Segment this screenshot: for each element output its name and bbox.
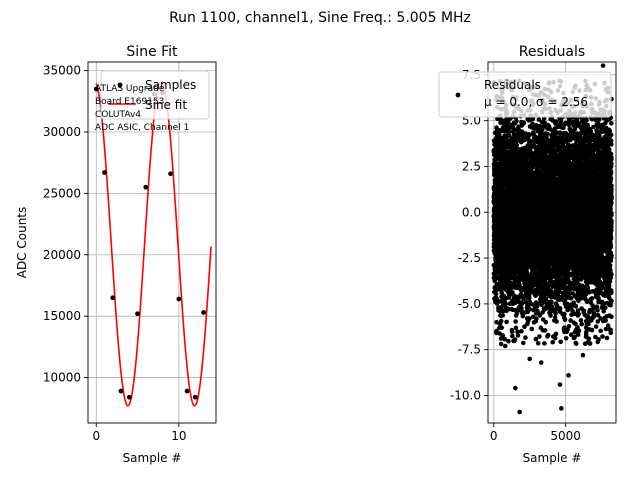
plot-area	[491, 63, 614, 415]
residual-point	[513, 319, 518, 324]
sample-point	[184, 388, 190, 394]
residual-point	[494, 319, 499, 325]
y-axis-label: ADC Counts	[15, 207, 29, 279]
x-tick-label: 0	[92, 429, 100, 443]
residual-point	[498, 341, 504, 347]
residual-point	[499, 325, 505, 331]
residual-point	[553, 331, 559, 337]
sample-point	[93, 86, 99, 92]
residual-point	[519, 328, 524, 334]
sample-point	[135, 311, 140, 317]
y-tick-label: 15000	[43, 309, 81, 323]
residual-point	[553, 311, 558, 316]
sample-point	[118, 388, 124, 394]
residual-point	[545, 332, 551, 338]
axes-frame	[87, 61, 217, 424]
annotation-box: ATLAS Upgrade Board E169153 COLUTAv4 ADC AS…	[95, 84, 189, 133]
legend-label-samples: Samples	[145, 78, 196, 92]
residual-point	[493, 291, 499, 297]
residual-point	[548, 313, 553, 318]
residual-point	[537, 334, 542, 339]
sample-point	[192, 394, 198, 400]
residuals-axes: 05000-10.0-7.5-5.0-2.50.02.55.07.5Residu…	[438, 44, 617, 465]
residual-point	[494, 328, 499, 334]
residual-point	[521, 120, 527, 125]
sample-point	[176, 296, 182, 302]
figure-suptitle: Run 1100, channel1, Sine Freq.: 5.005 MH…	[169, 10, 471, 26]
annotation-line: ADC ASIC, Channel 1	[95, 123, 189, 133]
sine-fit-axes: 0 10 10000 15000 20000 25000 30000 35000 Sine Fi…	[15, 44, 217, 465]
residual-point	[515, 333, 521, 338]
residual-point	[562, 311, 567, 317]
residual-point	[542, 341, 547, 346]
residual-point	[554, 319, 559, 324]
residual-point	[545, 131, 550, 137]
y-tick-label: 25000	[43, 186, 81, 200]
residual-point	[514, 118, 519, 124]
sample-point	[143, 184, 149, 190]
residual-point	[543, 319, 549, 325]
x-axis-label: Sample #	[123, 451, 182, 465]
residual-point	[506, 338, 511, 344]
annotation-line: ATLAS Upgrade	[95, 84, 165, 94]
legend-label-fit: Sine fit	[145, 98, 187, 112]
sample-point	[201, 310, 207, 315]
y-tick-label: 10000	[43, 371, 81, 385]
residual-point	[535, 341, 541, 346]
legend-frame	[100, 70, 210, 120]
residual-point	[496, 132, 502, 137]
residual-point	[500, 333, 506, 338]
x-tick-label: 10	[171, 429, 186, 443]
y-tick-label: 30000	[43, 125, 81, 139]
sine-fit-line	[95, 80, 212, 407]
residual-point	[552, 335, 558, 341]
residual-point	[526, 295, 532, 301]
residual-point	[514, 142, 519, 148]
annotation-line: COLUTAv4	[95, 110, 141, 120]
residual-point	[502, 336, 508, 342]
residual-point	[501, 308, 506, 314]
residual-point	[499, 290, 505, 296]
residual-point	[534, 316, 539, 322]
residual-point	[542, 328, 548, 333]
residual-point	[523, 335, 528, 340]
legend-marker-samples	[117, 82, 123, 88]
residual-point	[498, 318, 504, 324]
residual-point	[550, 339, 555, 345]
residual-point	[509, 329, 515, 335]
sample-point	[126, 394, 132, 400]
residual-point	[521, 340, 526, 346]
legend: Samples Sine fit	[100, 70, 210, 120]
y-tick-label: 35000	[43, 64, 81, 78]
residual-point	[504, 319, 509, 325]
residual-point	[527, 306, 532, 312]
residual-point	[553, 119, 559, 124]
annotation-line: Board E169153	[95, 97, 164, 107]
residual-point	[549, 299, 554, 305]
residual-point	[529, 326, 535, 332]
residual-point	[558, 339, 563, 345]
axes-title: Sine Fit	[126, 44, 178, 60]
sample-point	[110, 295, 116, 301]
sample-point	[102, 170, 107, 175]
y-tick-label: 20000	[43, 248, 81, 262]
residual-point	[512, 337, 518, 342]
residual-point	[519, 301, 525, 307]
sample-point	[168, 171, 173, 177]
residual-point	[500, 313, 506, 318]
residual-point	[520, 313, 526, 319]
